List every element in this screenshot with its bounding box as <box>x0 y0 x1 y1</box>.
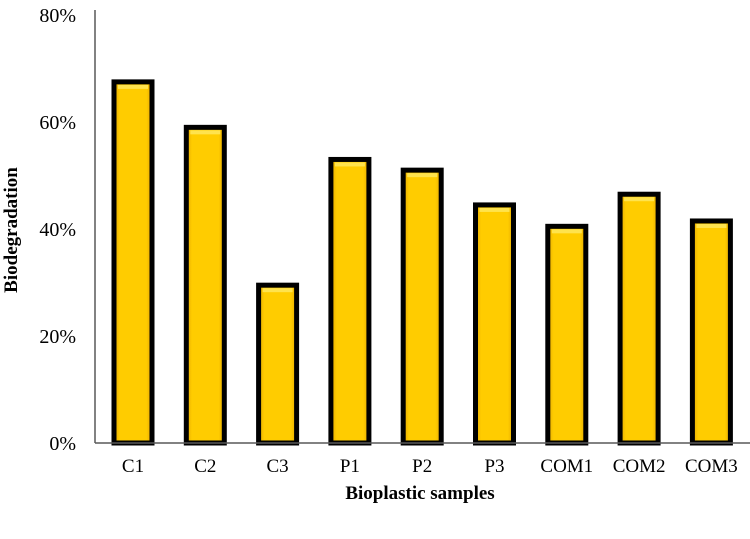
x-tick-label: COM3 <box>685 456 738 477</box>
bar-highlight <box>262 288 293 293</box>
bar-highlight <box>479 207 510 212</box>
bar-highlight <box>624 197 655 202</box>
bar-highlight <box>696 223 727 228</box>
bar-c1 <box>111 79 155 446</box>
bar-highlight <box>407 173 438 178</box>
x-axis-title: Bioplastic samples <box>345 483 494 504</box>
x-tick-labels: C1 C2 C3 P1 P2 P3 COM1 COM2 COM3 <box>122 456 738 477</box>
x-tick-label: C2 <box>194 456 216 477</box>
y-tick-label: 0% <box>49 433 76 455</box>
y-tick-labels: 0% 20% 40% 60% 80% <box>39 5 76 455</box>
x-tick-label: C3 <box>267 456 289 477</box>
y-tick-label: 80% <box>39 5 76 27</box>
bar-com3 <box>689 218 733 446</box>
bar-c3 <box>256 282 300 446</box>
y-tick-label: 20% <box>39 326 76 348</box>
bar-highlight <box>551 229 582 234</box>
bar-c2 <box>183 124 227 446</box>
x-tick-label: P1 <box>340 456 360 477</box>
bar-highlight <box>190 130 221 135</box>
y-tick-label: 40% <box>39 219 76 241</box>
x-tick-label: P3 <box>484 456 504 477</box>
bar-highlight <box>334 162 365 167</box>
x-tick-label: COM1 <box>540 456 593 477</box>
bar-p3 <box>473 202 516 446</box>
x-tick-label: C1 <box>122 456 144 477</box>
y-tick-label: 60% <box>39 112 76 134</box>
x-tick-label: COM2 <box>613 456 666 477</box>
bar-com1 <box>545 223 589 446</box>
bar-com2 <box>617 191 661 446</box>
bar-highlight <box>118 84 148 89</box>
bar-p1 <box>328 156 372 446</box>
x-tick-label: P2 <box>412 456 432 477</box>
bar-p2 <box>400 167 444 446</box>
y-axis-title: Biodegradation <box>1 167 22 293</box>
bars-group <box>111 79 733 446</box>
